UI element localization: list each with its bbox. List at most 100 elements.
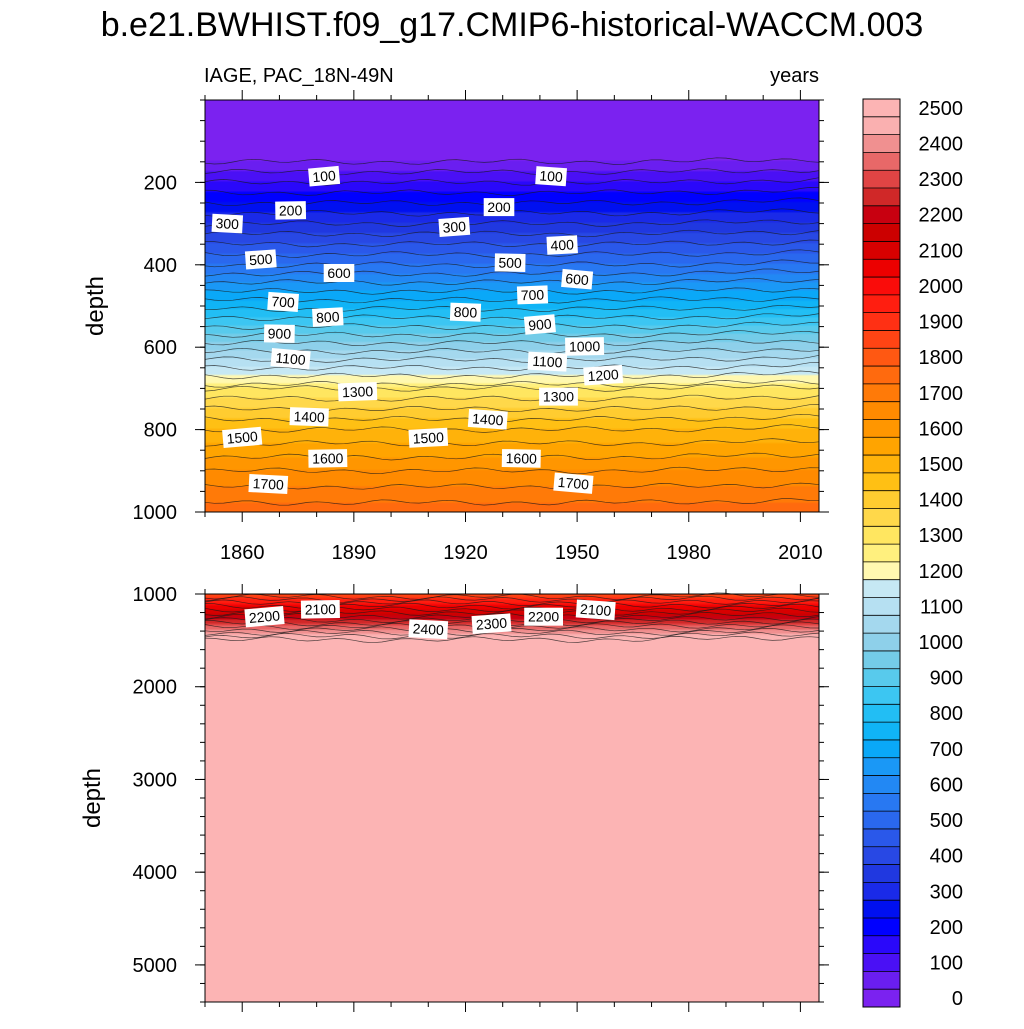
contour-label-text: 1000 [569,338,601,355]
colorbar-swatch [863,99,900,118]
contour-label-box [438,216,471,237]
contour-label-text: 1700 [252,475,284,493]
colorbar-swatch [863,882,900,901]
contour-label-box [267,291,299,312]
contour-label: 2300 [471,613,512,635]
contour-label-box [523,314,556,335]
lower-contour-labels: 2200 2100 2400 2300 2200 2100 [244,599,616,640]
contour-label-box [312,307,344,327]
contour-label-text: 1100 [532,353,563,371]
contour-line [204,384,820,392]
colorbar-label: 2100 [919,240,964,262]
colorbar-swatch [863,348,900,367]
contour-label: 100 [535,166,567,187]
contour-label-text: 1300 [342,383,374,400]
contour-label: 1300 [539,387,578,406]
contour-label-text: 900 [268,325,292,341]
contour-label-text: 200 [279,202,303,218]
contour-label: 400 [546,235,578,255]
contour-line [204,168,820,176]
contour-label-box [308,449,348,468]
right-subtitle: years [770,65,819,87]
contour-label: 1700 [553,472,594,494]
x-tick-label: 1980 [667,542,712,564]
contour-line [204,498,820,506]
contour-label-text: 1200 [587,366,619,384]
colorbar-swatch [863,917,900,937]
colorbar-swatch [863,953,900,972]
contour-label-box [527,351,568,372]
colorbar-label: 2500 [919,98,964,120]
contour-label: 300 [438,216,471,237]
contour-label: 200 [275,201,307,220]
colorbar-label: 1600 [919,418,964,440]
contour-label: 500 [494,253,526,272]
contour-label: 2200 [524,607,563,626]
contour-label-text: 2400 [412,620,444,638]
contour-line [204,482,820,490]
contour-label-text: 2200 [528,609,559,625]
contour-line [204,313,820,321]
contour-label-box [300,599,340,619]
colorbar-swatch [863,312,900,331]
contour-label: 1500 [222,426,263,449]
contour-label-box [565,337,605,356]
colorbar-label: 2300 [919,169,964,191]
colorbar-swatch [863,757,900,776]
contour-label-box [289,407,329,427]
colorbar-swatch [863,811,900,830]
colorbar-swatch [863,650,900,670]
colorbar-swatch [863,722,900,741]
contour-label: 600 [323,264,355,282]
colorbar: 0 100 200 300 400 500 600 700 800 900 1000 1100 1200… [862,98,964,1010]
contour-label-box [408,427,449,448]
colorbar-label: 1500 [919,454,964,476]
contour-label-text: 1700 [557,474,590,493]
contour-line [204,177,820,186]
contour-label: 300 [211,213,244,234]
left-subtitle: IAGE, PAC_18N-49N [204,65,394,87]
contour-label-text: 1500 [226,428,259,447]
colorbar-swatch [863,597,900,616]
colorbar-label: 700 [930,739,963,761]
colorbar-frame [862,98,901,1008]
contour-label-box [494,253,526,272]
contour-label-text: 1300 [543,389,574,405]
colorbar-swatch [863,490,900,509]
colorbar-label: 400 [930,846,963,868]
colorbar-swatch [863,437,900,456]
y-tick-label: 200 [144,172,177,194]
contour-label-text: 2100 [305,601,337,618]
colorbar-swatch [863,455,900,474]
colorbar-label: 1300 [919,525,964,547]
colorbar-label: 1700 [919,383,964,405]
contour-label: 1600 [501,449,541,468]
contour-label-box [449,302,482,322]
colorbar-swatch [863,704,900,723]
contour-label-text: 1100 [275,349,307,368]
contour-label-text: 2200 [248,607,281,626]
contour-label: 900 [523,314,556,335]
lower-ticks: 1000 2000 3000 4000 5000 [133,584,829,1012]
colorbar-label: 2000 [919,276,964,298]
colorbar-label: 0 [952,988,963,1010]
contour-label-text: 600 [327,265,351,281]
contour-label: 1000 [565,337,605,356]
colorbar-label: 900 [930,668,963,690]
contour-label-box [323,264,355,282]
y-tick-label: 4000 [133,862,178,884]
y-tick-label: 1000 [133,502,178,524]
contour-label: 1100 [527,351,568,372]
lower-panel: 2200 2100 2400 2300 2200 2100 1000 2000 3000 400… [79,584,829,1012]
contour-label-text: 300 [215,215,239,232]
colorbar-swatch [863,241,900,260]
contour-label: 2100 [300,599,340,619]
contour-label: 1100 [270,348,311,370]
contour-line [204,268,820,277]
contour-label-text: 1400 [293,408,325,425]
lower-y-axis-label: depth [79,768,106,828]
upper-ticks: 1860 1890 1920 1950 1980 2010 200 400 600 800 1000 [133,90,829,564]
colorbar-swatch [863,579,900,598]
contour-label-text: 800 [316,308,340,325]
